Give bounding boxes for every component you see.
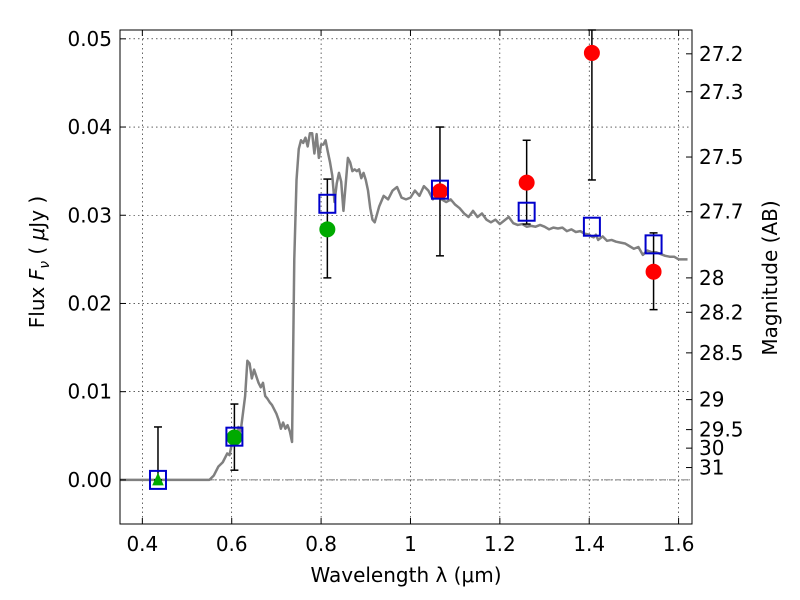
model-box-point xyxy=(517,201,536,222)
magnitude-tick-label: 27.5 xyxy=(699,145,744,169)
model-box-point xyxy=(318,193,337,214)
plot-frame xyxy=(119,29,693,525)
y-tick-label: 0.02 xyxy=(67,291,112,315)
magnitude-tick-label: 29.5 xyxy=(699,418,744,442)
green-point xyxy=(226,429,243,446)
magnitude-tick-label: 29 xyxy=(699,388,724,412)
y-tick-label: 0.04 xyxy=(67,115,112,139)
magnitude-tick-label: 28 xyxy=(699,266,724,290)
x-axis-label: Wavelength λ (μm) xyxy=(310,563,501,587)
x-tick-label: 0.6 xyxy=(216,532,248,556)
tick-labels: 0.4 0.6 0.8 1 1.2 1.4 1.6 0.00 0.01 0.02 0.03 0.04 0… xyxy=(67,27,743,556)
red-point xyxy=(583,44,600,61)
spectrum-line xyxy=(120,131,688,482)
red-point xyxy=(645,263,662,280)
x-tick-label: 1 xyxy=(404,532,417,556)
y-tick-label: 0.01 xyxy=(67,380,112,404)
model-spectrum xyxy=(120,131,688,482)
y2-axis-label: Magnitude (AB) xyxy=(758,200,782,355)
magnitude-tick-label: 30 xyxy=(699,436,724,460)
magnitude-tick-label: 31 xyxy=(699,456,724,480)
red-point xyxy=(518,174,535,191)
model-bandpass-boxes xyxy=(148,179,663,490)
magnitude-tick-label: 28.5 xyxy=(699,341,744,365)
magnitude-tick-label: 28.2 xyxy=(699,300,744,324)
x-tick-label: 1.2 xyxy=(484,532,516,556)
x-tick-label: 1.6 xyxy=(663,532,695,556)
y-tick-label: 0.05 xyxy=(67,27,112,51)
x-tick-label: 0.4 xyxy=(126,532,158,556)
x-tick-label: 1.4 xyxy=(573,532,605,556)
photometry-points xyxy=(152,44,662,486)
magnitude-tick-label: 27.7 xyxy=(699,200,744,224)
model-box-point xyxy=(644,234,663,255)
error-bars xyxy=(153,29,658,481)
y-axis-label: Flux Fν ( μJy ) xyxy=(25,196,53,328)
green-point xyxy=(319,221,336,238)
magnitude-tick-label: 27.3 xyxy=(699,80,744,104)
model-box-point xyxy=(430,179,449,200)
x-tick-label: 0.8 xyxy=(305,532,337,556)
model-box-point xyxy=(582,216,601,237)
model-box-point xyxy=(225,426,244,447)
y-tick-label: 0.00 xyxy=(67,468,112,492)
magnitude-tick-label: 27.2 xyxy=(699,42,744,66)
red-point xyxy=(431,183,448,200)
model-box-point xyxy=(148,469,167,490)
green-triangle-point xyxy=(152,472,164,486)
grid-lines xyxy=(120,30,692,524)
axis-ticks xyxy=(120,30,692,524)
y-tick-label: 0.03 xyxy=(67,203,112,227)
